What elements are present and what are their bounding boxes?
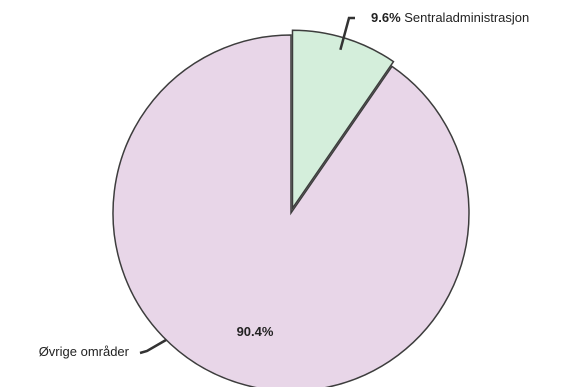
pie-slices — [112, 29, 470, 392]
pie-slice--vrige-omr-der — [112, 34, 470, 392]
pie-slice-sentraladministrasjon — [291, 29, 395, 211]
pie-labels: 9.6% Sentraladministrasjon 90.4% Øvrige om… — [39, 10, 530, 359]
leader-line-0 — [339, 16, 355, 51]
slice-label-sentraladministrasjon: 9.6% Sentraladministrasjon — [371, 10, 529, 25]
slice-percent-ovrige-omrader: 90.4% — [237, 324, 274, 339]
slice-name-ovrige-omrader: Øvrige områder — [39, 344, 130, 359]
leader-line-1 — [139, 338, 167, 355]
